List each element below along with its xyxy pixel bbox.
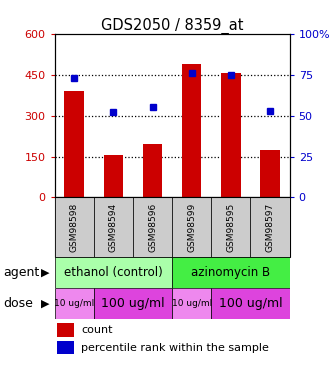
Bar (57, 340, 74, 354)
Text: 10 ug/ml: 10 ug/ml (54, 299, 94, 308)
Text: GSM98594: GSM98594 (109, 202, 118, 252)
Bar (172, 197, 211, 256)
Bar (211, 288, 290, 319)
Bar (182, 64, 202, 197)
Text: ▶: ▶ (41, 298, 50, 309)
Text: ▶: ▶ (41, 267, 50, 277)
Text: ethanol (control): ethanol (control) (64, 266, 163, 279)
Bar (55, 256, 172, 288)
Text: dose: dose (3, 297, 33, 310)
Bar (57, 323, 74, 337)
Text: GSM98599: GSM98599 (187, 202, 196, 252)
Bar (143, 144, 162, 197)
Text: percentile rank within the sample: percentile rank within the sample (81, 343, 269, 352)
Text: 10 ug/ml: 10 ug/ml (171, 299, 212, 308)
Bar (94, 288, 172, 319)
Bar (104, 155, 123, 197)
Bar (172, 288, 211, 319)
Bar (251, 197, 290, 256)
Bar (133, 197, 172, 256)
Bar (55, 197, 94, 256)
Title: GDS2050 / 8359_at: GDS2050 / 8359_at (101, 18, 243, 34)
Bar (55, 288, 94, 319)
Bar (211, 197, 251, 256)
Text: 100 ug/ml: 100 ug/ml (219, 297, 282, 310)
Bar (221, 73, 241, 197)
Text: GSM98597: GSM98597 (265, 202, 274, 252)
Bar (172, 256, 290, 288)
Text: GSM98595: GSM98595 (226, 202, 235, 252)
Bar (260, 150, 280, 197)
Bar (94, 197, 133, 256)
Text: GSM98598: GSM98598 (70, 202, 79, 252)
Text: agent: agent (3, 266, 40, 279)
Bar (65, 91, 84, 197)
Text: GSM98596: GSM98596 (148, 202, 157, 252)
Text: count: count (81, 325, 113, 335)
Text: azinomycin B: azinomycin B (191, 266, 270, 279)
Text: 100 ug/ml: 100 ug/ml (101, 297, 165, 310)
